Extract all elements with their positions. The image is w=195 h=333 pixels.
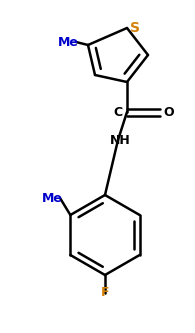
Text: S: S <box>130 21 140 35</box>
Text: Me: Me <box>42 191 63 204</box>
Text: F: F <box>101 286 109 299</box>
Text: O: O <box>163 106 174 119</box>
Text: Me: Me <box>58 36 79 49</box>
Text: NH: NH <box>110 134 130 147</box>
Text: C: C <box>114 106 123 119</box>
